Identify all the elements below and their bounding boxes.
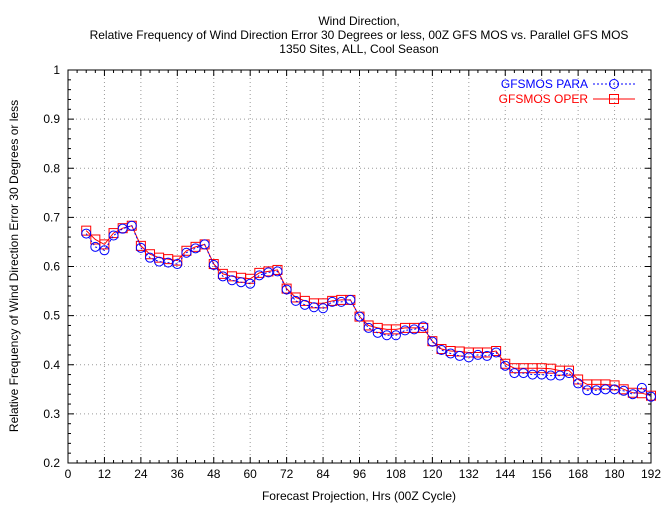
data-point bbox=[445, 348, 456, 359]
data-point bbox=[272, 266, 283, 277]
x-tick-label: 24 bbox=[134, 467, 148, 481]
y-tick-label: 0.3 bbox=[43, 407, 60, 421]
data-point bbox=[646, 391, 656, 402]
data-point bbox=[363, 322, 374, 333]
data-point bbox=[208, 260, 219, 271]
data-point bbox=[336, 296, 347, 307]
data-point bbox=[345, 294, 356, 305]
data-point bbox=[418, 321, 429, 332]
data-point bbox=[564, 368, 575, 379]
x-tick-label: 36 bbox=[171, 467, 185, 481]
data-point bbox=[199, 239, 210, 250]
data-point bbox=[135, 242, 146, 253]
data-point bbox=[491, 347, 502, 358]
chart-subtitle-2: 1350 Sites, ALL, Cool Season bbox=[279, 42, 438, 56]
data-point bbox=[181, 247, 192, 258]
data-point bbox=[318, 303, 329, 314]
data-point bbox=[81, 225, 92, 236]
chart-subtitle-1: Relative Frequency of Wind Direction Err… bbox=[90, 28, 629, 42]
grid bbox=[68, 70, 651, 463]
data-point bbox=[172, 255, 183, 266]
y-tick-label: 1 bbox=[53, 63, 60, 77]
data-point bbox=[290, 295, 301, 306]
y-tick-label: 0.7 bbox=[43, 210, 60, 224]
y-tick-label: 0.4 bbox=[43, 358, 60, 372]
x-tick-label: 72 bbox=[280, 467, 294, 481]
data-point bbox=[564, 365, 575, 376]
data-point bbox=[409, 324, 420, 335]
x-tick-label: 168 bbox=[568, 467, 588, 481]
data-point bbox=[627, 389, 638, 400]
series-gfsmos-oper bbox=[81, 220, 656, 401]
data-point bbox=[299, 299, 310, 310]
data-point bbox=[573, 378, 584, 389]
data-point bbox=[500, 360, 511, 371]
data-point bbox=[217, 271, 228, 282]
data-point bbox=[99, 245, 110, 256]
x-tick-label: 156 bbox=[532, 467, 552, 481]
x-axis-label: Forecast Projection, Hrs (00Z Cycle) bbox=[262, 489, 456, 503]
data-point bbox=[281, 284, 292, 295]
data-point bbox=[427, 336, 438, 347]
data-point bbox=[390, 330, 401, 341]
data-point bbox=[554, 370, 565, 381]
data-point bbox=[436, 345, 447, 356]
y-tick-label: 0.6 bbox=[43, 260, 60, 274]
axes bbox=[67, 69, 652, 464]
x-tick-label: 84 bbox=[316, 467, 330, 481]
data-point bbox=[226, 275, 237, 286]
series-gfsmos-para bbox=[81, 220, 656, 402]
data-point bbox=[126, 220, 137, 231]
x-tick-label: 48 bbox=[207, 467, 221, 481]
x-tick-label: 180 bbox=[605, 467, 625, 481]
data-point bbox=[372, 327, 383, 338]
data-point bbox=[308, 302, 319, 313]
tick-labels: 0 12 24 36 48 60 72 84 96 108 120 132 144 156 168 180 19… bbox=[43, 63, 661, 481]
data-point bbox=[117, 223, 128, 234]
data-point bbox=[190, 243, 201, 254]
x-tick-label: 12 bbox=[98, 467, 112, 481]
x-tick-label: 192 bbox=[641, 467, 661, 481]
data-point bbox=[636, 382, 647, 393]
legend-label: GFSMOS PARA bbox=[501, 77, 588, 91]
data-point bbox=[254, 270, 265, 281]
data-point bbox=[245, 278, 256, 289]
series-line bbox=[85, 225, 652, 397]
x-tick-label: 108 bbox=[386, 467, 406, 481]
data-point bbox=[108, 230, 119, 241]
x-tick-label: 132 bbox=[459, 467, 479, 481]
y-tick-label: 0.2 bbox=[43, 456, 60, 470]
chart-title: Wind Direction, bbox=[318, 14, 399, 28]
legend-marker bbox=[609, 79, 619, 89]
x-tick-label: 144 bbox=[495, 467, 515, 481]
x-tick-label: 0 bbox=[65, 467, 72, 481]
data-point bbox=[90, 241, 101, 252]
y-tick-label: 0.9 bbox=[43, 112, 60, 126]
data-point bbox=[144, 252, 155, 263]
data-point bbox=[172, 259, 183, 270]
series-group bbox=[81, 220, 656, 402]
x-tick-label: 96 bbox=[353, 467, 367, 481]
data-point bbox=[381, 330, 392, 341]
data-point bbox=[154, 256, 165, 267]
data-point bbox=[99, 239, 110, 250]
x-tick-label: 120 bbox=[422, 467, 442, 481]
data-point bbox=[618, 385, 629, 396]
legend-marker bbox=[609, 94, 619, 104]
y-axis-label: Relative Frequency of Wind Direction Err… bbox=[7, 100, 21, 432]
y-tick-label: 0.5 bbox=[43, 309, 60, 323]
data-point bbox=[81, 228, 92, 239]
data-point bbox=[463, 352, 474, 363]
x-tick-label: 60 bbox=[244, 467, 258, 481]
data-point bbox=[354, 311, 365, 322]
y-tick-label: 0.8 bbox=[43, 161, 60, 175]
legend-label: GFSMOS OPER bbox=[499, 92, 589, 106]
data-point bbox=[482, 350, 493, 361]
